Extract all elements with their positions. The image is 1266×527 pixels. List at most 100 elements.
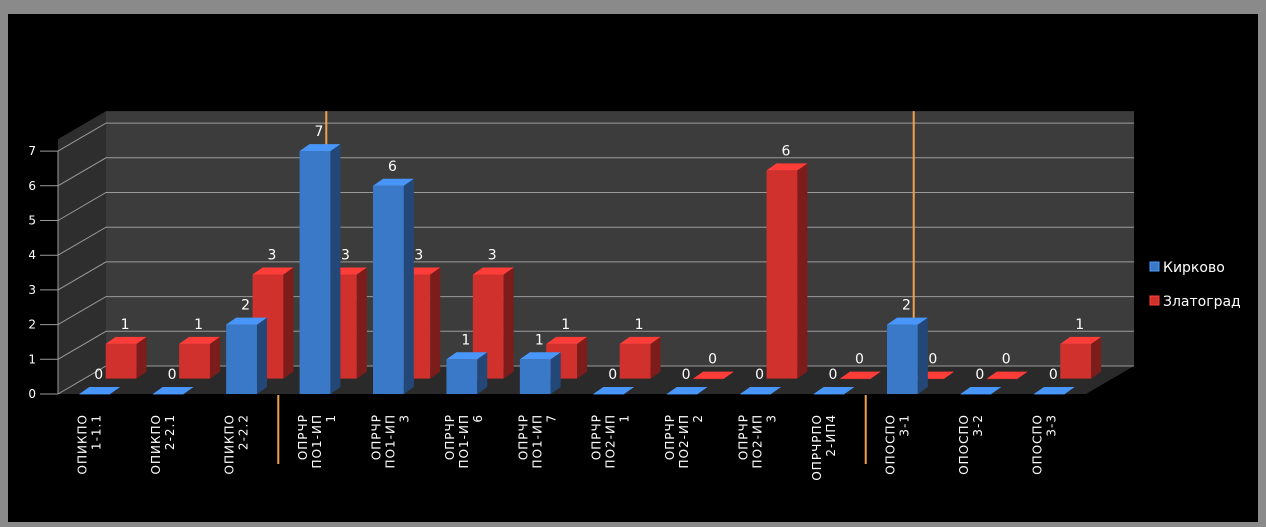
bar-front (693, 378, 724, 380)
bar-front (960, 394, 992, 395)
chart-plot-area: 0 1 2 3 4 5 6 7 1 1 3 3 3 3 1 1 0 6 0 0 0 1 0 0 2 7 6 1 1 0 0 0 0 2 0 0 ОП… (8, 14, 1258, 522)
bar-top (960, 387, 1002, 394)
bar-side (136, 336, 147, 379)
bar-front (593, 394, 625, 395)
bar-value-label: 1 (561, 317, 570, 333)
x-category-label-line: 6 (471, 414, 485, 423)
bar-front (619, 343, 651, 379)
bar-top (766, 163, 808, 171)
x-category-label-line: ОПРЧР (663, 414, 677, 460)
chart-bars (79, 144, 1102, 395)
bar-front (179, 343, 210, 379)
bar-side (577, 336, 588, 379)
bar-top (839, 371, 881, 379)
y-tick-label: 3 (28, 283, 36, 297)
x-category-label-line: ПО1-ИП (383, 414, 397, 468)
x-category-label: ОПОСПО3-3 (1030, 414, 1058, 475)
bar-side (917, 317, 928, 394)
x-category-label: ОПРЧРПО2-ИП2 (663, 414, 705, 468)
bar-front (887, 324, 918, 394)
bar-value-label: 3 (341, 248, 350, 264)
y-tick-label: 7 (28, 144, 36, 158)
bar-front (373, 185, 404, 394)
bar-value-label: 0 (829, 367, 838, 383)
bar-side (503, 267, 514, 379)
bar-value-label: 1 (535, 332, 544, 348)
bar-front (152, 394, 184, 395)
bar-front (813, 394, 845, 395)
x-category-label-line: 2-ИП4 (824, 414, 838, 457)
x-category-label-line: 1 (618, 414, 632, 423)
x-category-label-line: ОПРЧР (590, 414, 604, 460)
bar-top (299, 144, 341, 152)
bar-front (105, 343, 137, 379)
bar-side (283, 267, 294, 379)
x-category-label: ОПОСПО3-2 (957, 414, 985, 475)
x-category-label-line: ОПРЧР (443, 414, 457, 460)
bar-front (913, 378, 945, 380)
bar-value-label: 0 (975, 367, 984, 383)
y-tick-label: 2 (28, 318, 36, 332)
x-category-label-line: 3 (397, 414, 411, 423)
bar-side (403, 178, 414, 394)
x-category-label-line: ПО2-ИП (604, 414, 618, 468)
legend-label: Златоград (1163, 294, 1241, 310)
x-category-label-line: ПО2-ИП (677, 414, 691, 468)
bar-top (546, 336, 588, 344)
bar-top (79, 387, 121, 394)
x-category-label: ОПРЧРПО1-ИП7 (516, 414, 558, 468)
bar-top (693, 371, 734, 379)
bar-front (740, 394, 771, 395)
x-category-label: ОПРЧРПО1-ИП1 (296, 414, 338, 468)
x-category-label-line: 3-1 (897, 414, 911, 437)
bar-top (887, 317, 928, 325)
bar-side (550, 352, 561, 394)
bar-value-label: 3 (268, 248, 277, 264)
y-tick-label: 0 (28, 387, 36, 401)
bar-top (373, 178, 414, 186)
bar-top (740, 387, 781, 394)
bar-value-label: 6 (782, 143, 791, 159)
bar-front (1060, 343, 1092, 379)
x-category-label-line: ПО1-ИП (457, 414, 471, 468)
gridline (57, 157, 1134, 187)
bar-top (226, 317, 267, 325)
x-category-label: ОПРЧРПО1-ИП3 (369, 414, 411, 468)
bar-top (252, 267, 294, 275)
y-axis-ticks: 0 1 2 3 4 5 6 7 (28, 144, 59, 401)
x-category-label-line: ОПОСПО (883, 414, 897, 475)
bar-value-label: 1 (121, 317, 130, 333)
x-category-label-line: 3 (765, 414, 779, 423)
bar-value-label: 0 (94, 367, 103, 383)
x-category-label-line: ОПОСПО (1030, 414, 1044, 475)
x-category-label-line: 1-1.1 (90, 414, 104, 450)
gridline (57, 122, 1134, 152)
bar-top (152, 387, 194, 394)
x-category-label: ОПРЧРПО2-ИП1 (590, 414, 632, 468)
x-category-label: ОПРЧРПО2-ИП3 (737, 414, 779, 468)
bar-value-label: 6 (388, 159, 397, 175)
bar-value-label: 0 (168, 367, 177, 383)
bar-top (593, 387, 635, 394)
bar-front (1033, 394, 1065, 395)
x-axis-category-labels: ОПИКПО1-1.1 ОПИКПО2-2.1 ОПИКПО2-2.2 ОПРЧРПО… (76, 414, 1059, 481)
bar-top (519, 352, 561, 360)
x-category-label: ОПРЧРПО1-ИП6 (443, 414, 485, 468)
bar-front (666, 394, 698, 395)
y-tick-label: 6 (28, 179, 36, 193)
bar-value-label: 3 (414, 248, 423, 264)
bar-value-label: 3 (488, 248, 497, 264)
legend-swatch (1149, 295, 1160, 306)
x-category-label-line: 1 (324, 414, 338, 423)
x-category-label: ОПОСПО3-1 (883, 414, 911, 475)
bar-side (356, 267, 367, 379)
bar-side (330, 144, 341, 394)
x-category-label-line: 3-2 (971, 414, 985, 437)
bar-front (986, 378, 1018, 380)
x-category-label-line: 2-2.1 (163, 414, 177, 450)
bar-top (1060, 336, 1102, 344)
x-category-label-line: ОПИКПО (223, 414, 237, 474)
bar-front (839, 378, 871, 380)
x-category-label-line: 7 (544, 414, 558, 423)
